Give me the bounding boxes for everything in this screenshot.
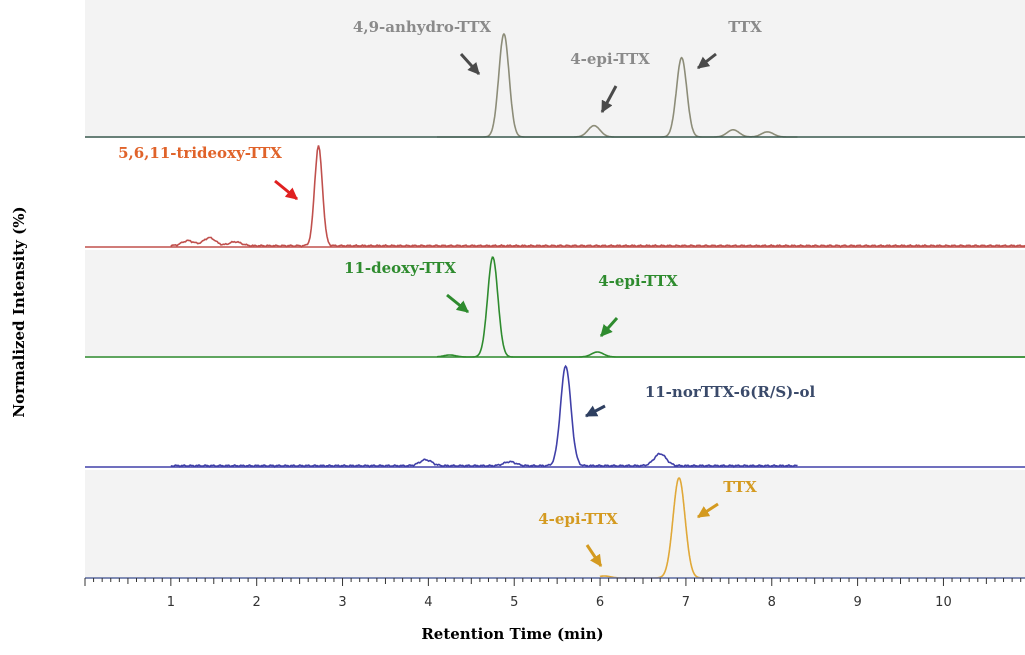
x-tick-label: 7: [682, 595, 690, 610]
x-axis-label: Retention Time (min): [421, 625, 604, 643]
x-tick-label: 4: [424, 595, 432, 610]
peak-arrow: [599, 317, 619, 337]
peak-label: 5,6,11-trideoxy-TTX: [118, 144, 282, 162]
peak-arrow: [584, 404, 606, 418]
peak-label: TTX: [728, 18, 762, 36]
peak-label: 11-norTTX-6(R/S)-ol: [645, 383, 816, 401]
panel-2-background: [85, 140, 1025, 248]
x-tick-label: 6: [596, 595, 604, 610]
x-tick-label: 5: [510, 595, 518, 610]
x-tick-label: 9: [853, 595, 861, 610]
panel-5-background: [85, 470, 1025, 579]
peak-arrow: [585, 544, 603, 567]
peak-label: 4,9-anhydro-TTX: [353, 18, 491, 36]
peak-label: 4-epi-TTX: [570, 50, 650, 68]
peak-label: TTX: [723, 478, 757, 496]
x-tick-label: 10: [935, 595, 952, 610]
x-tick-label: 2: [253, 595, 261, 610]
peak-arrow: [697, 52, 717, 70]
peak-arrow: [696, 502, 719, 519]
peak-label: 4-epi-TTX: [538, 510, 618, 528]
x-tick-label: 8: [768, 595, 776, 610]
panel-3-background: [85, 250, 1025, 358]
panel-1-background: [85, 0, 1025, 138]
peak-label: 4-epi-TTX: [598, 272, 678, 290]
peak-arrow: [600, 85, 618, 114]
y-axis-label: Normalized Intensity (%): [10, 206, 28, 418]
x-tick-label: 1: [167, 595, 175, 610]
peak-arrow: [274, 179, 298, 201]
x-tick-label: 3: [338, 595, 346, 610]
peak-label: 11-deoxy-TTX: [344, 259, 456, 277]
peak-arrow: [446, 293, 469, 314]
panel-2-trace: [170, 145, 1025, 249]
peak-arrow: [459, 52, 481, 76]
